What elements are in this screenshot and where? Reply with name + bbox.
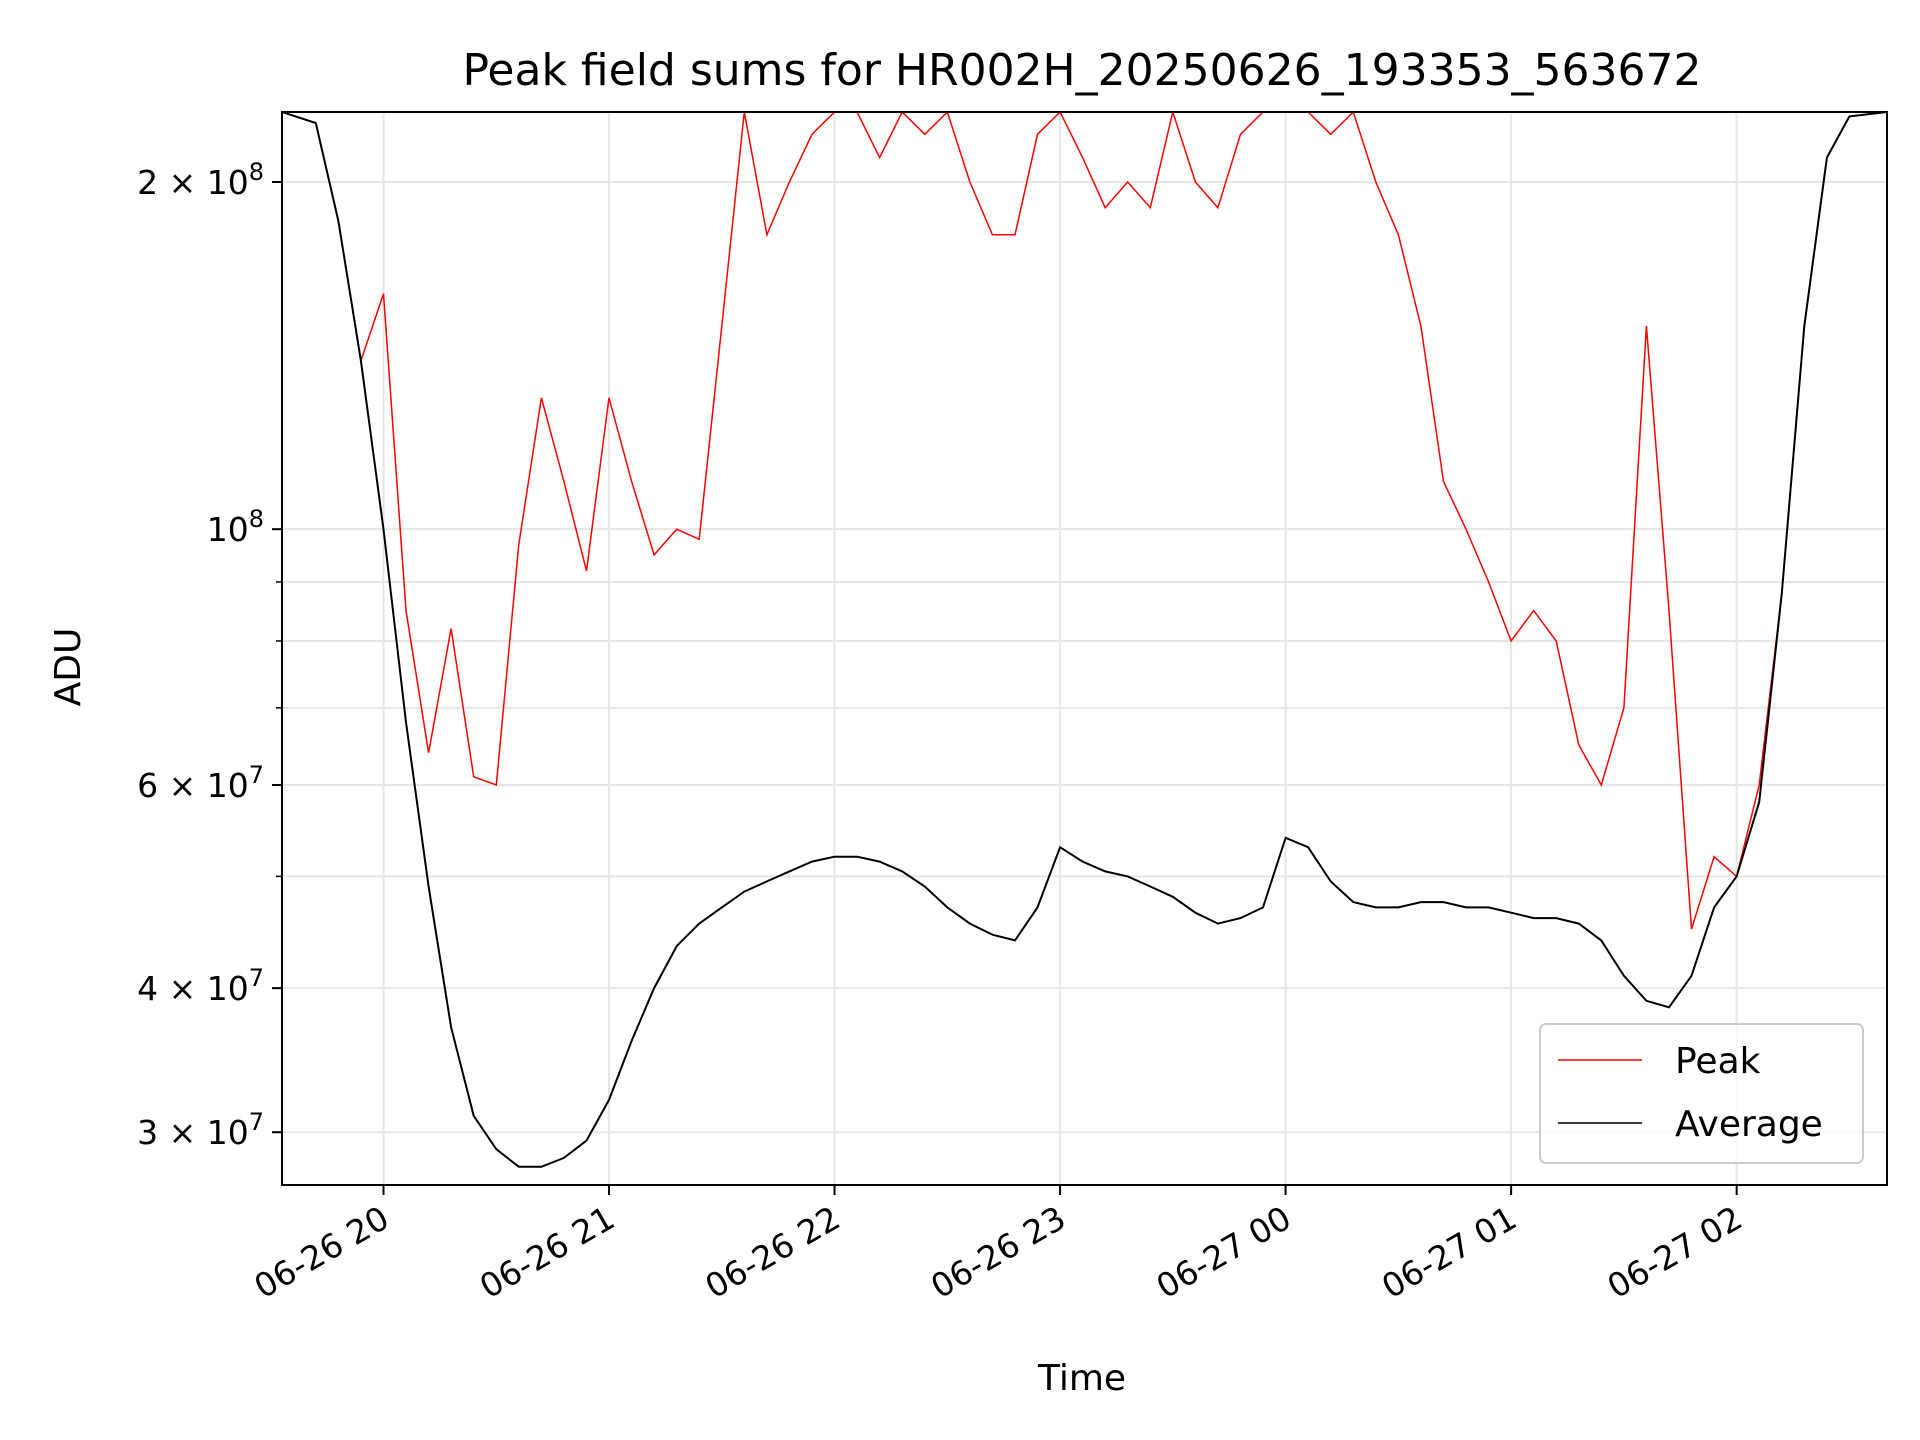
y-tick-label: 108 bbox=[207, 505, 264, 549]
legend-label-peak: Peak bbox=[1675, 1041, 1761, 1082]
y-tick-label: 4 × 107 bbox=[137, 964, 264, 1008]
series-line-average bbox=[282, 112, 1887, 1168]
y-axis: 3 × 107 4 × 107 6 × 107 108 2 × 108 bbox=[137, 158, 282, 1152]
x-tick-label: 06-27 00 bbox=[1150, 1198, 1298, 1306]
x-axis: 06-26 20 06-26 21 06-26 22 06-26 23 06-27 00… bbox=[247, 1185, 1749, 1306]
chart-title: Peak field sums for HR002H_20250626_1933… bbox=[462, 45, 1701, 96]
x-tick-label: 06-26 23 bbox=[924, 1198, 1072, 1306]
x-tick-label: 06-26 21 bbox=[473, 1198, 621, 1306]
legend-box bbox=[1539, 1023, 1864, 1164]
legend-label-average: Average bbox=[1675, 1104, 1823, 1145]
y-axis-label: ADU bbox=[48, 628, 89, 707]
y-tick-label: 2 × 108 bbox=[137, 158, 264, 202]
x-tick-label: 06-27 02 bbox=[1601, 1198, 1749, 1306]
x-tick-label: 06-27 01 bbox=[1375, 1198, 1523, 1306]
series-layer bbox=[282, 112, 1887, 1168]
x-axis-label: Time bbox=[1037, 1358, 1126, 1399]
plot-frame bbox=[281, 111, 1888, 1186]
series-line-peak bbox=[282, 112, 1887, 930]
y-tick-label: 3 × 107 bbox=[137, 1108, 264, 1152]
y-tick-label: 6 × 107 bbox=[137, 761, 264, 805]
grid bbox=[282, 112, 1887, 1185]
legend: Peak Average bbox=[1539, 1023, 1864, 1164]
x-tick-label: 06-26 22 bbox=[699, 1198, 847, 1306]
x-tick-label: 06-26 20 bbox=[247, 1198, 395, 1306]
